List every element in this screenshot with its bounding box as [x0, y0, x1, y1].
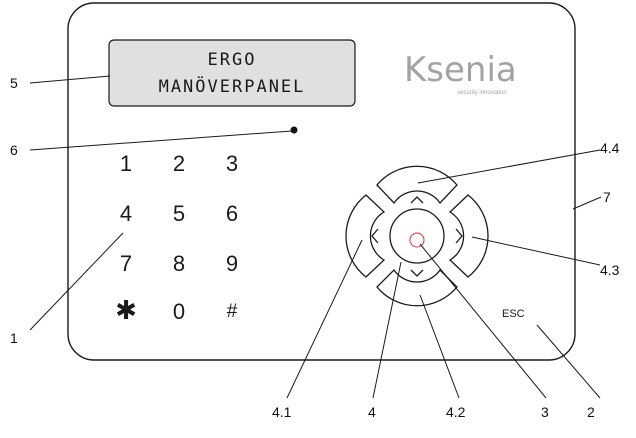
leader-line-43	[471, 236, 601, 266]
callout-1: 1	[10, 330, 18, 346]
nav-up-button	[376, 165, 458, 205]
nav-left-button	[345, 194, 386, 278]
key-hash: #	[226, 301, 238, 322]
callout-3: 3	[541, 404, 549, 420]
key-3: 3	[225, 151, 239, 176]
key-0: 0	[172, 299, 186, 324]
navigation-cluster	[345, 165, 489, 307]
leader-line-4	[372, 261, 402, 399]
key-6: 6	[225, 201, 239, 226]
logo-tagline: security innovation	[457, 90, 507, 96]
leader-line-6	[29, 130, 293, 151]
key-2: 2	[172, 151, 186, 176]
leader-line-44	[417, 149, 601, 184]
callout-2: 2	[587, 404, 595, 420]
leader-line-7	[572, 196, 602, 210]
leader-line-5	[29, 75, 111, 84]
key-9: 9	[225, 251, 239, 276]
esc-label: ESC	[502, 308, 525, 320]
key-8: 8	[172, 251, 186, 276]
key-5: 5	[172, 201, 186, 226]
nav-center-button	[389, 208, 445, 264]
callout-7: 7	[603, 189, 611, 205]
nav-down-arrow-icon	[410, 269, 424, 277]
callout-4: 4	[368, 404, 376, 420]
nav-left-arrow-icon	[371, 228, 379, 244]
center-indicator-ring	[409, 232, 425, 248]
lcd-line-1: ERGO	[207, 50, 257, 70]
key-1: 1	[119, 151, 133, 176]
lcd-display	[108, 39, 356, 107]
nav-right-button	[448, 194, 489, 278]
status-led	[290, 126, 298, 134]
callout-4-3: 4.3	[600, 262, 620, 278]
leader-lines	[29, 75, 602, 399]
ksenia-logo: Ksenia	[404, 50, 517, 90]
nav-right-arrow-icon	[455, 228, 463, 244]
lcd-line-2: MANÖVERPANEL	[158, 77, 306, 97]
callout-4-4: 4.4	[600, 140, 620, 156]
nav-down-button	[376, 268, 458, 307]
leader-line-3	[419, 243, 547, 399]
leader-line-1	[29, 232, 124, 331]
nav-up-arrow-icon	[410, 196, 424, 204]
callout-4-2: 4.2	[446, 404, 466, 420]
leader-line-42	[419, 294, 460, 399]
leader-line-41	[286, 239, 363, 399]
callout-6: 6	[10, 142, 18, 158]
key-4: 4	[119, 201, 133, 226]
leader-line-2	[536, 324, 601, 399]
key-7: 7	[119, 251, 133, 276]
key-star: ✱	[115, 295, 137, 325]
callout-4-1: 4.1	[272, 404, 292, 420]
callout-5: 5	[10, 75, 18, 91]
